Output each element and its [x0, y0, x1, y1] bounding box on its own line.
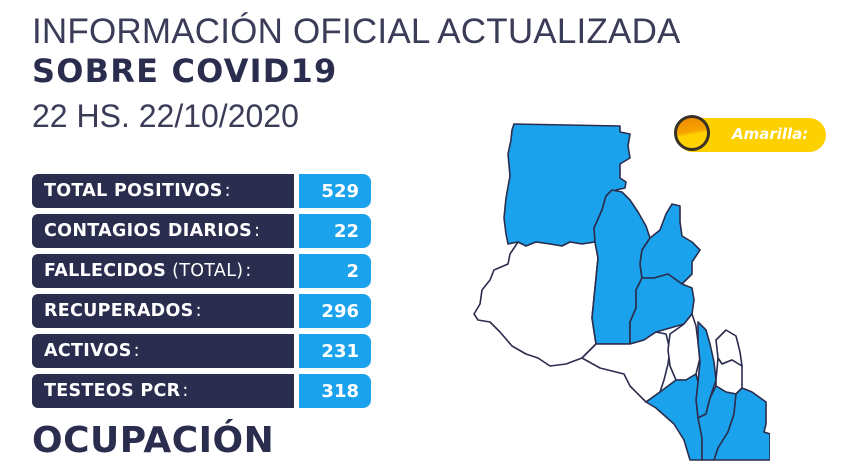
department-south-east-blue — [713, 387, 770, 461]
stat-label: ACTIVOS: — [32, 334, 294, 368]
stat-label: FALLECIDOS (TOTAL): — [32, 254, 294, 288]
stat-label-text: CONTAGIOS DIARIOS — [44, 221, 253, 241]
stat-row-total-positivos: TOTAL POSITIVOS: 529 — [32, 174, 372, 208]
department-south-center — [581, 331, 671, 403]
section-title-ocupacion: OCUPACIÓN — [32, 420, 275, 461]
stat-label-text: TOTAL POSITIVOS — [44, 181, 223, 201]
department-center-right-lower — [629, 273, 695, 345]
stat-row-contagios-diarios: CONTAGIOS DIARIOS: 22 — [32, 214, 372, 248]
stat-row-recuperados: RECUPERADOS: 296 — [32, 294, 372, 328]
stat-label: TESTEOS PCR: — [32, 374, 294, 408]
stat-row-fallecidos: FALLECIDOS (TOTAL): 2 — [32, 254, 372, 288]
department-west — [473, 241, 599, 367]
stat-colon: : — [224, 181, 231, 201]
stat-value: 2 — [299, 254, 371, 288]
stat-row-testeos-pcr: TESTEOS PCR: 318 — [32, 374, 372, 408]
department-center-right-upper — [639, 203, 701, 285]
stat-colon: : — [195, 301, 202, 321]
stat-label-text: RECUPERADOS — [44, 301, 194, 321]
stat-label-text: TESTEOS PCR — [44, 381, 181, 401]
stat-colon: : — [254, 221, 261, 241]
stat-label-text: ACTIVOS — [44, 341, 132, 361]
stat-label-text: FALLECIDOS — [44, 261, 167, 281]
header-timestamp: 22 HS. 22/10/2020 — [32, 98, 299, 134]
stat-label: TOTAL POSITIVOS: — [32, 174, 294, 208]
stat-label: RECUPERADOS: — [32, 294, 294, 328]
yellow-circle-icon — [674, 115, 710, 151]
stat-label-suffix: (TOTAL) — [172, 261, 244, 281]
stat-value: 529 — [299, 174, 371, 208]
stat-colon: : — [245, 261, 252, 281]
stats-table: TOTAL POSITIVOS: 529 CONTAGIOS DIARIOS: … — [32, 174, 372, 414]
stat-label: CONTAGIOS DIARIOS: — [32, 214, 294, 248]
stat-colon: : — [133, 341, 140, 361]
stat-row-activos: ACTIVOS: 231 — [32, 334, 372, 368]
stat-colon: : — [182, 381, 189, 401]
stat-value: 22 — [299, 214, 371, 248]
stat-value: 231 — [299, 334, 371, 368]
header-subtitle: SOBRE COVID19 — [32, 52, 338, 90]
province-map — [473, 123, 770, 461]
legend-label: Amarilla: — [732, 125, 809, 143]
legend-badge-amarilla: Amarilla: — [674, 115, 826, 152]
header-title: INFORMACIÓN OFICIAL ACTUALIZADA — [32, 12, 681, 51]
stat-value: 296 — [299, 294, 371, 328]
stat-value: 318 — [299, 374, 371, 408]
